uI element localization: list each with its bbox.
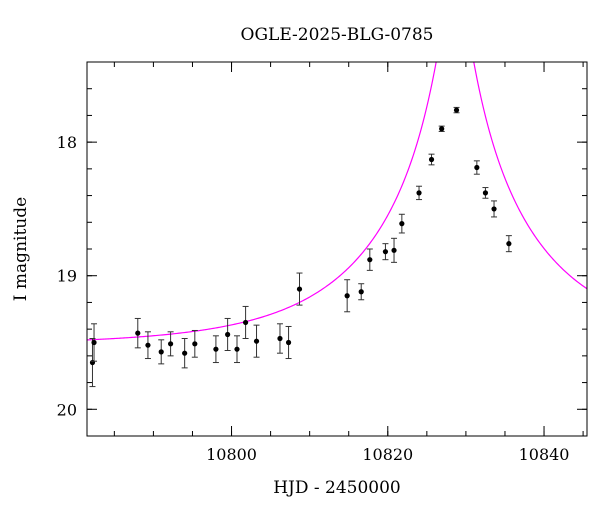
data-point: [89, 337, 96, 388]
data-marker: [213, 346, 219, 352]
plot-frame: [86, 61, 588, 437]
data-marker: [277, 335, 283, 342]
data-marker: [253, 338, 260, 344]
data-point: [491, 200, 498, 218]
data-point: [181, 337, 188, 369]
data-marker: [382, 249, 389, 255]
data-point: [285, 325, 292, 360]
data-marker: [428, 156, 435, 163]
data-marker: [192, 341, 198, 347]
data-marker: [482, 190, 489, 196]
y-tick-label: 20: [57, 400, 77, 419]
y-tick-label: 18: [57, 133, 77, 152]
data-marker: [491, 206, 497, 212]
data-point: [158, 339, 165, 365]
data-marker: [242, 319, 249, 326]
minor-ticks: [87, 61, 587, 437]
data-marker: [399, 221, 405, 227]
data-point: [382, 243, 389, 261]
plot-content: [87, 62, 587, 388]
data-point: [296, 272, 303, 306]
data-point: [428, 153, 435, 166]
data-marker: [91, 339, 97, 346]
major-ticks: [87, 62, 587, 436]
chart-title: OGLE-2025-BLG-0785: [241, 25, 434, 45]
data-point: [212, 335, 219, 364]
data-marker: [167, 341, 174, 347]
data-marker: [453, 107, 460, 113]
data-point: [242, 305, 249, 339]
data-point: [234, 335, 240, 364]
data-marker: [135, 330, 141, 336]
data-point: [191, 329, 198, 358]
data-point: [224, 317, 231, 352]
data-marker: [225, 331, 231, 338]
data-marker: [439, 126, 445, 132]
data-marker: [285, 339, 292, 346]
data-point: [167, 331, 174, 357]
x-tick-label: 10800: [206, 445, 257, 464]
data-point: [505, 235, 512, 253]
data-marker: [158, 349, 164, 355]
data-marker: [358, 289, 364, 295]
data-point: [358, 283, 365, 301]
y-axis-label: I magnitude: [11, 197, 31, 301]
x-tick-label: 10840: [519, 445, 570, 464]
data-point: [134, 317, 141, 349]
x-tick-label: 10820: [362, 445, 413, 464]
data-point: [91, 323, 98, 362]
data-point: [276, 323, 283, 354]
data-marker: [182, 350, 188, 356]
x-axis-label: HJD - 2450000: [273, 478, 401, 498]
data-marker: [506, 241, 512, 247]
data-point: [144, 331, 151, 360]
data-point: [398, 213, 405, 234]
y-tick-label: 19: [57, 267, 77, 286]
model-curve: [87, 62, 587, 341]
data-point: [366, 248, 373, 271]
data-point: [453, 106, 460, 114]
data-point: [438, 125, 445, 132]
data-marker: [391, 247, 397, 253]
data-marker: [416, 190, 422, 196]
data-marker: [367, 257, 373, 263]
tick-labels: 10800 10820 10840 18 19 20: [57, 133, 570, 464]
data-point: [344, 279, 351, 313]
data-point: [482, 187, 489, 199]
data-marker: [474, 164, 480, 171]
data-marker: [344, 293, 350, 299]
data-point: [253, 324, 260, 358]
data-point: [473, 160, 480, 175]
data-point: [391, 237, 398, 263]
data-marker: [296, 286, 303, 292]
data-marker: [234, 346, 240, 352]
data-marker: [145, 342, 151, 348]
data-point: [416, 185, 423, 201]
